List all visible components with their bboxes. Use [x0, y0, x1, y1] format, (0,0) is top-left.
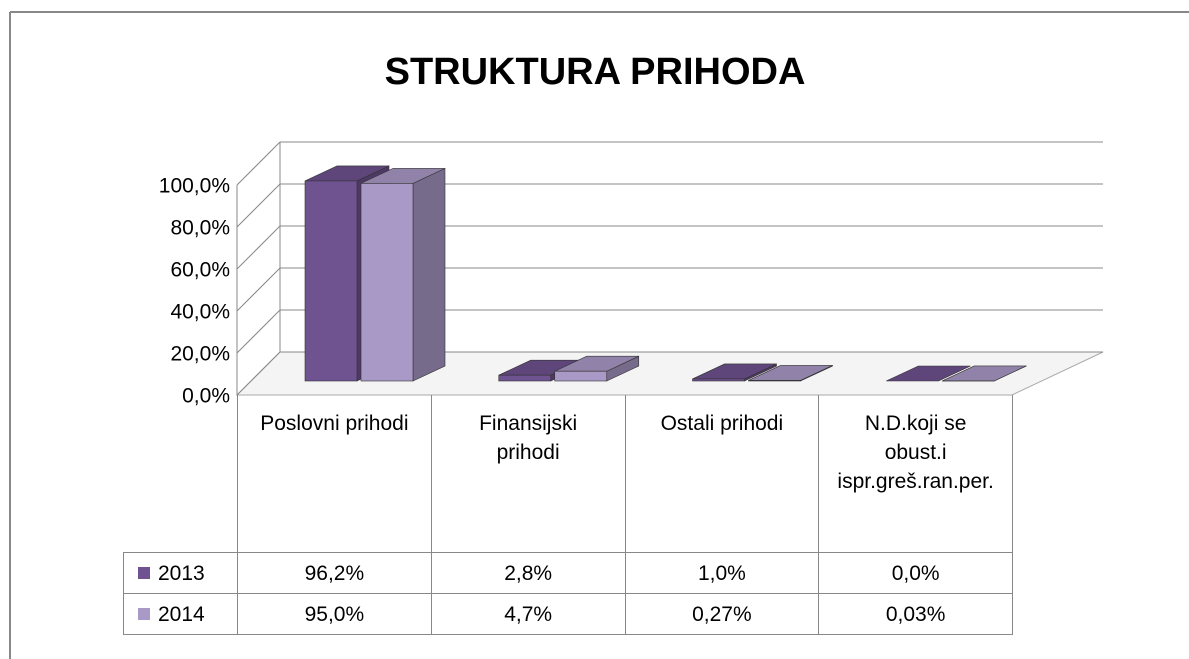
- bar-top: [886, 365, 971, 382]
- data-label: 95,0%: [237, 593, 432, 635]
- bar: [554, 370, 608, 382]
- grid-line: [236, 141, 281, 186]
- bar: [692, 378, 745, 382]
- y-tick-label: 80,0%: [170, 217, 230, 240]
- data-label: 1,0%: [624, 552, 820, 594]
- bar: [498, 374, 552, 382]
- bar: [304, 180, 358, 382]
- grid-line: [236, 225, 281, 270]
- y-tick-label: 60,0%: [170, 259, 230, 282]
- data-label: 0,27%: [624, 593, 820, 635]
- grid-line: [236, 267, 281, 312]
- legend-label: 2014: [158, 602, 205, 626]
- y-tick-label: 0,0%: [182, 385, 230, 408]
- data-label: 2,8%: [430, 552, 626, 594]
- category-label: N.D.koji se obust.i ispr.greš.ran.per.: [818, 395, 1013, 553]
- legend-key: [138, 608, 150, 620]
- bar-side: [412, 167, 446, 382]
- category-label: Poslovni prihodi: [237, 395, 432, 553]
- y-tick-label: 20,0%: [170, 343, 230, 366]
- legend-key: [138, 567, 150, 579]
- y-tick-label: 40,0%: [170, 301, 230, 324]
- bar: [748, 380, 801, 382]
- data-label: 0,0%: [818, 552, 1013, 594]
- grid-line: [236, 351, 281, 396]
- y-tick-label: 100,0%: [159, 175, 230, 198]
- legend-entry: 2014: [123, 593, 238, 635]
- category-label: Finansijski prihodi: [430, 395, 626, 553]
- legend-label: 2013: [158, 561, 205, 585]
- chart-title: STRUKTURA PRIHODA: [385, 51, 806, 93]
- legend-entry: 2013: [123, 552, 238, 594]
- data-label: 0,03%: [818, 593, 1013, 635]
- grid-line: [236, 183, 281, 228]
- data-label: 96,2%: [237, 552, 432, 594]
- category-label: Ostali prihodi: [624, 395, 820, 553]
- grid-line: [236, 309, 281, 354]
- data-label: 4,7%: [430, 593, 626, 635]
- bar: [360, 183, 414, 382]
